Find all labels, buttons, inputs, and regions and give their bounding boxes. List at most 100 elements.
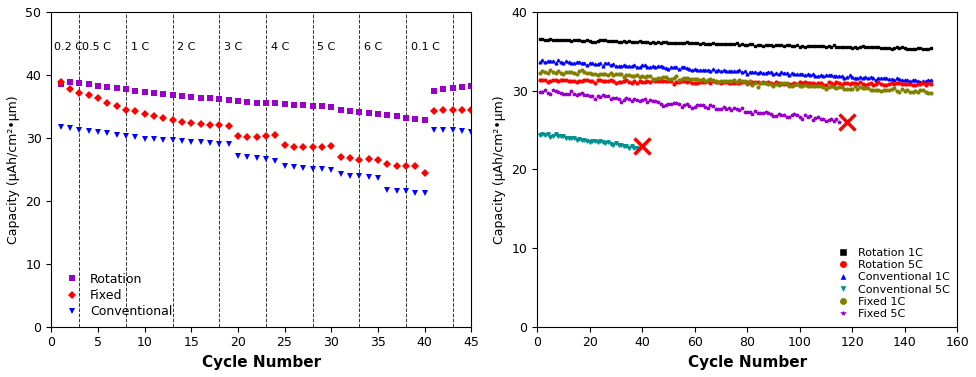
Conventional <box>447 128 459 133</box>
Conventional 5C <box>576 138 588 143</box>
Rotation 5C <box>757 79 769 84</box>
Rotation <box>419 118 430 123</box>
Fixed 1C <box>576 67 588 72</box>
Rotation <box>456 84 468 89</box>
Fixed <box>194 122 206 126</box>
Conventional <box>325 168 337 172</box>
Rotation 5C <box>925 81 937 86</box>
Fixed <box>316 144 328 149</box>
Rotation <box>232 99 244 104</box>
Conventional 5C <box>610 141 622 146</box>
Fixed <box>110 104 122 109</box>
Conventional <box>288 165 300 170</box>
Conventional <box>176 139 187 143</box>
Fixed <box>279 143 291 148</box>
Conventional <box>120 134 132 138</box>
Fixed <box>390 163 402 168</box>
Fixed <box>325 144 337 148</box>
Conventional <box>353 174 365 179</box>
Rotation <box>447 86 459 90</box>
Conventional <box>400 189 412 194</box>
Rotation <box>325 105 337 109</box>
Fixed <box>64 86 76 91</box>
Rotation <box>251 100 263 105</box>
Fixed <box>130 109 142 114</box>
Conventional <box>419 191 430 196</box>
Conventional 1C <box>691 68 703 72</box>
Conventional <box>55 125 66 129</box>
Conventional <box>139 136 150 141</box>
Rotation <box>409 117 421 121</box>
Fixed <box>73 90 85 95</box>
Conventional 5C <box>555 134 567 138</box>
Fixed <box>419 170 430 175</box>
Conventional <box>232 153 244 158</box>
Line: Fixed 5C: Fixed 5C <box>538 88 840 124</box>
Rotation 1C <box>739 43 751 47</box>
Fixed 5C <box>649 99 661 103</box>
Rotation 1C <box>804 43 816 48</box>
Rotation <box>83 82 95 87</box>
Rotation <box>279 102 291 106</box>
Line: Conventional 1C: Conventional 1C <box>539 58 932 83</box>
Conventional 5C <box>537 132 549 137</box>
Fixed <box>363 157 375 162</box>
Conventional <box>260 157 271 162</box>
Rotation <box>102 84 113 89</box>
Rotation <box>55 82 66 87</box>
Rotation <box>260 101 271 106</box>
Conventional 5C <box>573 137 585 142</box>
Fixed 1C <box>757 80 769 85</box>
Y-axis label: Capacity (μAh/cm²•μm): Capacity (μAh/cm²•μm) <box>493 95 506 244</box>
Fixed 5C <box>799 112 811 117</box>
Conventional <box>83 129 95 133</box>
Conventional 1C <box>860 75 872 80</box>
Conventional 5C <box>607 143 619 148</box>
Text: 4 C: 4 C <box>270 41 289 52</box>
Legend: Rotation 1C, Rotation 5C, Conventional 1C, Conventional 5C, Fixed 1C, Fixed 5C: Rotation 1C, Rotation 5C, Conventional 1… <box>830 246 952 321</box>
Fixed <box>260 134 271 138</box>
Rotation <box>466 84 477 89</box>
Conventional <box>335 172 346 177</box>
Fixed <box>120 107 132 112</box>
Fixed <box>251 134 263 139</box>
Fixed <box>466 107 477 112</box>
Conventional 5C <box>542 132 553 136</box>
Rotation <box>306 104 318 108</box>
Rotation 1C <box>534 37 546 41</box>
Line: Rotation 5C: Rotation 5C <box>539 78 932 87</box>
Rotation 5C <box>742 80 753 84</box>
Conventional 1C <box>534 60 546 64</box>
Fixed 5C <box>834 120 845 124</box>
Conventional <box>194 140 206 144</box>
Conventional 5C <box>602 139 614 144</box>
Rotation 5C <box>807 81 819 86</box>
Conventional 5C <box>548 134 559 138</box>
Text: 0.1 C: 0.1 C <box>411 41 439 52</box>
Rotation <box>316 104 328 109</box>
Line: Conventional 5C: Conventional 5C <box>538 132 638 150</box>
Conventional <box>428 127 440 132</box>
Rotation <box>223 98 234 103</box>
X-axis label: Cycle Number: Cycle Number <box>202 355 321 370</box>
Fixed <box>185 121 197 126</box>
Conventional <box>269 158 281 163</box>
Fixed <box>83 93 95 97</box>
Conventional <box>92 130 103 135</box>
Fixed 5C <box>576 91 588 96</box>
Rotation <box>214 97 225 101</box>
Fixed <box>232 134 244 138</box>
Rotation <box>64 80 76 84</box>
Fixed <box>167 117 179 122</box>
Text: 0.2 C: 0.2 C <box>54 41 83 52</box>
Conventional <box>130 135 142 139</box>
Rotation <box>353 110 365 114</box>
Rotation <box>335 107 346 112</box>
Fixed <box>176 119 187 124</box>
Text: 6 C: 6 C <box>364 41 383 52</box>
Fixed 1C <box>807 84 819 88</box>
Conventional 5C <box>613 143 625 147</box>
Conventional 5C <box>557 134 569 138</box>
Fixed 1C <box>742 81 753 86</box>
Rotation <box>185 95 197 99</box>
